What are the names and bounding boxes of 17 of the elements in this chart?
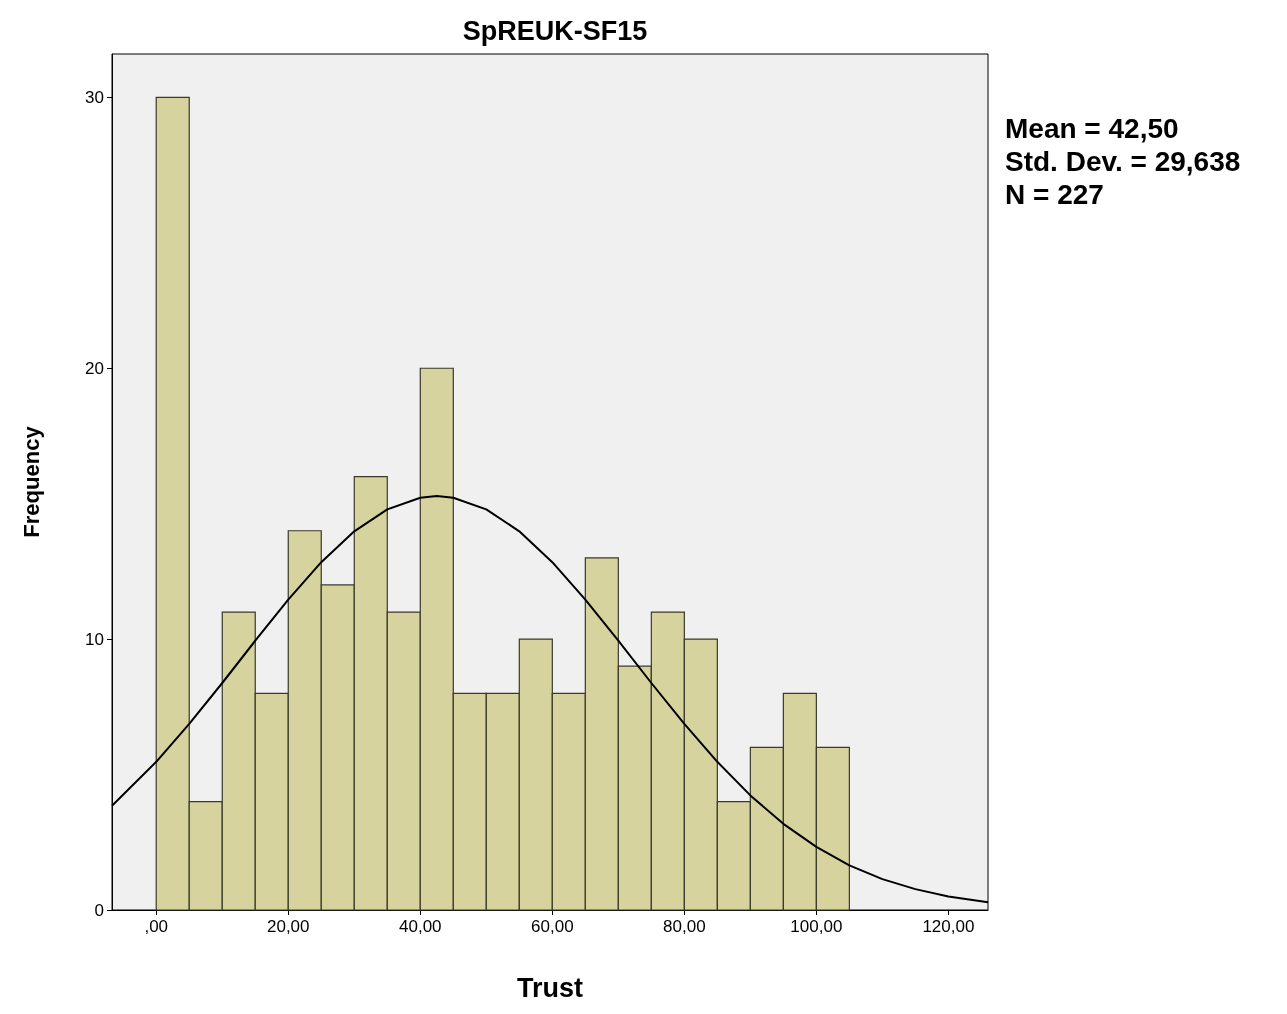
y-axis-title: Frequency: [18, 425, 44, 538]
x-tick-label: 40,00: [399, 917, 442, 936]
chart-title: SpREUK-SF15: [462, 15, 648, 46]
x-tick-label: 60,00: [531, 917, 574, 936]
x-tick-label: 120,00: [922, 917, 975, 936]
y-tick-label: 30: [85, 87, 104, 107]
y-tick-label: 0: [94, 900, 104, 920]
x-tick-label: ,00: [144, 917, 169, 936]
text: N = 227: [1005, 178, 1104, 210]
y-tick-label: 20: [85, 358, 104, 378]
x-tick-label: 20,00: [266, 917, 310, 936]
x-axis-title: Trust: [516, 972, 584, 1003]
x-tick-label: 80,00: [663, 917, 706, 936]
text: Std. Dev. = 29,638: [1005, 145, 1241, 177]
text: Mean = 42,50: [1005, 112, 1179, 144]
x-tick-label: 100,00: [790, 917, 843, 936]
y-tick-label: 10: [85, 629, 104, 649]
